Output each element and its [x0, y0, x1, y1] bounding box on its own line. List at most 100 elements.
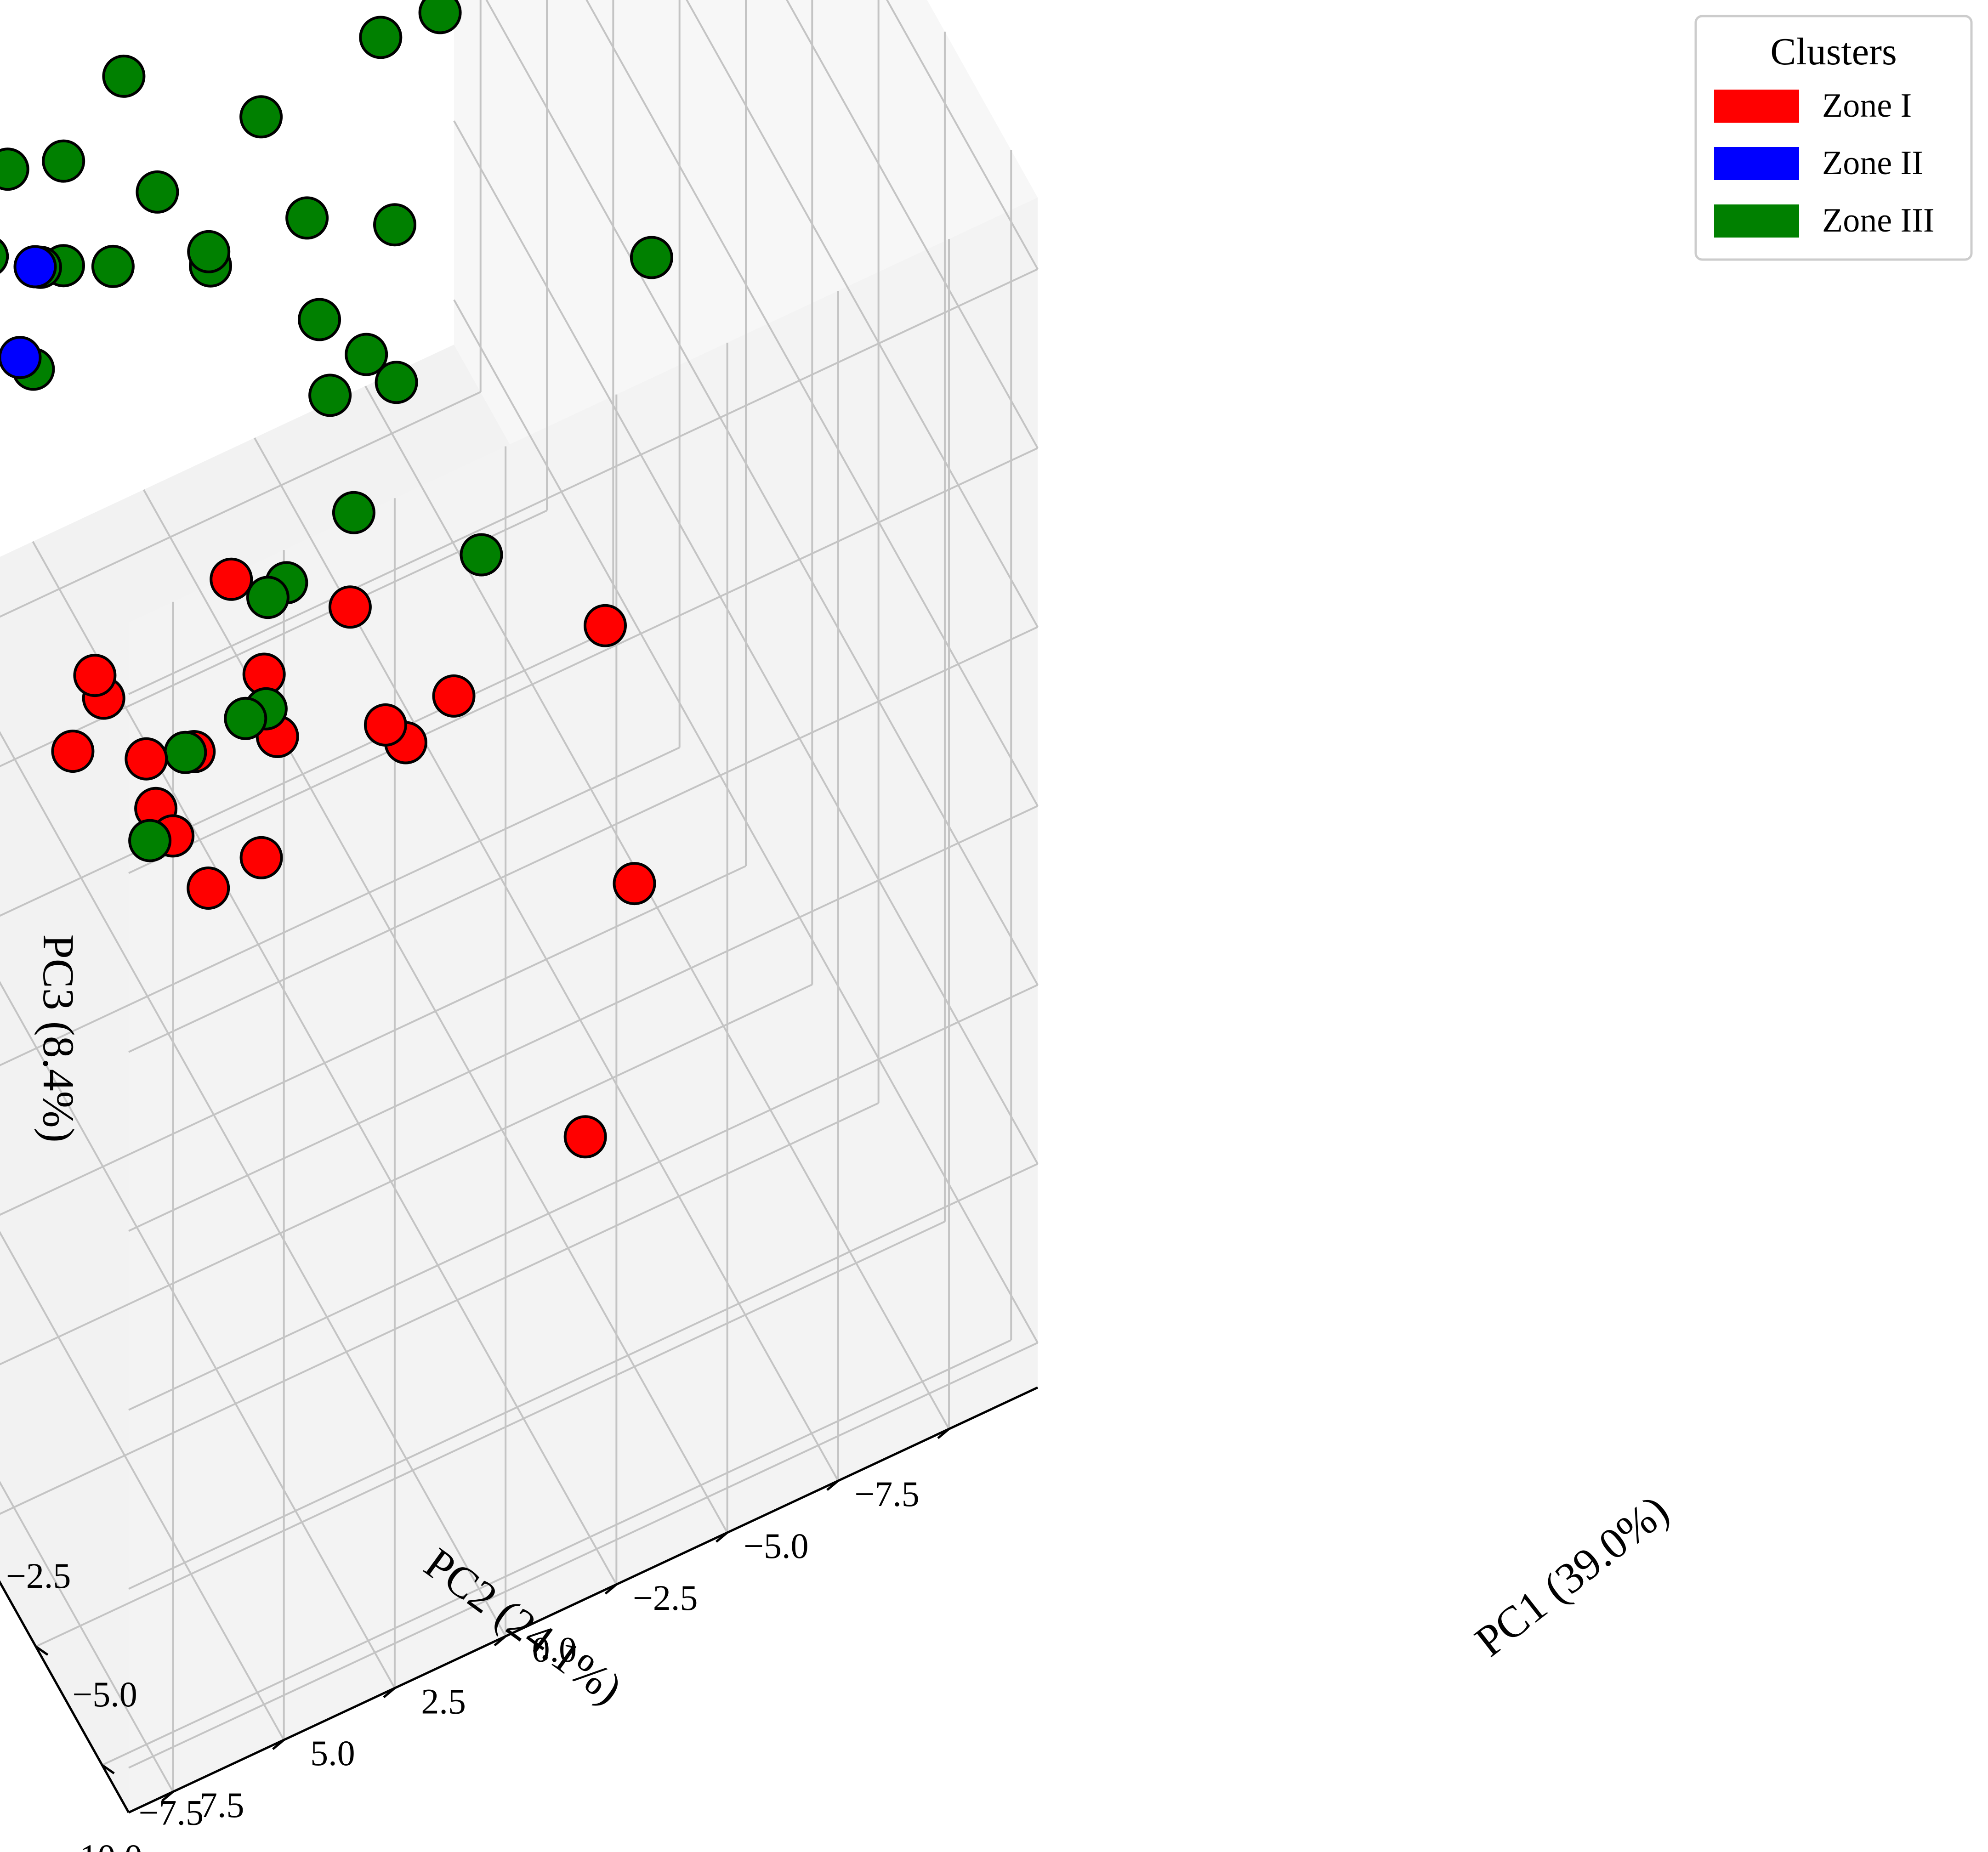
y-tick-mark [937, 1428, 950, 1439]
grid-line-x-floor [35, 1221, 945, 1648]
grid-line-y-floor [0, 980, 396, 1689]
grid-line-z-left [128, 984, 1038, 1411]
data-point-zone-i [187, 867, 230, 910]
grid-line-z-right [786, 0, 1039, 449]
legend-title: Clusters [1770, 30, 1897, 73]
legend-swatch-zone-ii [1714, 147, 1799, 180]
data-point-zone-i [239, 836, 283, 879]
grid-line-x-floor [0, 747, 680, 1066]
data-point-zone-iii [246, 576, 290, 619]
y-tick-label: 2.5 [421, 1681, 466, 1721]
data-point-zone-iii [239, 95, 283, 139]
grid-line-z-left [128, 805, 1038, 1232]
data-point-zone-ii [13, 245, 57, 289]
tick-labels: −7.5−5.0−2.50.02.55.07.510.012.5−7.5−5.0… [6, 1428, 950, 1852]
data-point-zone-iii [332, 491, 375, 534]
data-point-zone-iii [128, 819, 172, 862]
grid-line-y-floor [0, 1480, 174, 1792]
x-tick-mark [101, 1764, 115, 1774]
data-point-zone-i [210, 557, 253, 601]
y-tick-mark [826, 1480, 839, 1491]
y-tick-label: 7.5 [199, 1785, 244, 1825]
data-point-zone-i [73, 654, 117, 697]
data-point-zone-iii [298, 298, 341, 341]
y-tick-mark [715, 1531, 728, 1543]
grid-line-z-left [128, 1163, 1038, 1590]
data-point-zone-iii [224, 697, 267, 740]
grid-line-z-right [485, 0, 1039, 985]
data-point-zone-iii [308, 374, 352, 417]
y-tick-mark [383, 1687, 396, 1699]
grid-line-y-floor [0, 731, 506, 1637]
grid-line-z-right [686, 0, 1039, 628]
grid-line-z-left [128, 447, 1038, 874]
data-point-zone-i [613, 862, 656, 906]
grid-line-z-right [886, 0, 1039, 270]
y-tick-label: 10.0 [80, 1837, 142, 1852]
data-point-zone-i [51, 730, 95, 773]
data-point-zone-iii [136, 170, 179, 214]
legend: Clusters Zone I Zone II Zone III [1694, 15, 1973, 261]
grid-line-y-floor [142, 489, 728, 1533]
grid-lines [0, 0, 1039, 1792]
data-point-zone-iii [187, 230, 231, 273]
grid-line-x-floor [0, 984, 813, 1365]
grid-line-z-right [453, 299, 1039, 1343]
x-axis-line [0, 1580, 130, 1813]
data-point-zone-i [432, 674, 476, 718]
legend-frame [1694, 15, 1973, 261]
x-tick-label: −5.0 [72, 1674, 137, 1714]
data-point-zone-iii [345, 333, 388, 376]
data-point-zone-i [328, 585, 372, 629]
data-point-zone-iii [373, 203, 416, 247]
y-tick-mark [272, 1739, 285, 1750]
z-axis-label: PC3 (8.4%) [34, 934, 83, 1142]
data-point-zone-i [584, 604, 627, 647]
legend-swatch-zone-i [1714, 90, 1799, 123]
grid-line-z-right [585, 0, 1039, 807]
x-tick-mark [35, 1645, 49, 1656]
y-tick-mark [604, 1583, 617, 1595]
grid-line-x-floor [0, 865, 746, 1216]
data-point-zone-iii [102, 54, 146, 98]
y-tick-label: −7.5 [854, 1474, 920, 1514]
data-point-zone-iii [0, 147, 29, 191]
y-tick-mark [161, 1790, 174, 1802]
legend-label-zone-iii: Zone III [1822, 202, 1934, 239]
data-point-zone-ii [0, 336, 42, 379]
x-axis-label: PC1 (39.0%) [1466, 1485, 1678, 1666]
data-point-zone-iii [285, 196, 329, 240]
data-point-zone-iii [630, 236, 673, 279]
x-tick-label: −7.5 [139, 1793, 204, 1833]
y-tick-label: 0.0 [532, 1630, 577, 1670]
grid-line-z-left [128, 626, 1038, 1053]
legend-label-zone-i: Zone I [1822, 87, 1912, 125]
grid-line-z-left [128, 1342, 1038, 1769]
x-tick-label: −2.5 [6, 1556, 71, 1596]
data-point-zone-iii [418, 0, 462, 34]
axis-panes [0, 198, 1038, 1812]
data-point-zone-i [364, 703, 407, 747]
data-point-zone-iii [164, 731, 207, 774]
data-point-zone-iii [460, 533, 503, 577]
data-point-zone-i [563, 1115, 607, 1159]
data-point-zone-iii [91, 244, 135, 288]
grid-line-x-floor [0, 391, 481, 618]
legend-swatch-zone-iii [1714, 204, 1799, 238]
grid-line-y-floor [32, 541, 618, 1585]
y-tick-label: 5.0 [310, 1733, 355, 1773]
grid-line-z-right [453, 120, 1039, 1165]
y-tick-mark [494, 1635, 506, 1647]
data-points [0, 0, 673, 1159]
grid-line-y-floor [0, 1230, 285, 1741]
data-point-zone-iii [0, 239, 9, 274]
data-point-zone-i [125, 737, 168, 781]
y-tick-label: −2.5 [633, 1578, 698, 1618]
grid-line-x-floor [102, 1339, 1012, 1766]
data-point-zone-iii [42, 139, 85, 183]
data-point-zone-iii [359, 16, 403, 59]
y-tick-label: −5.0 [744, 1526, 809, 1566]
legend-label-zone-ii: Zone II [1822, 144, 1923, 182]
grid-line-z-left [128, 268, 1038, 695]
